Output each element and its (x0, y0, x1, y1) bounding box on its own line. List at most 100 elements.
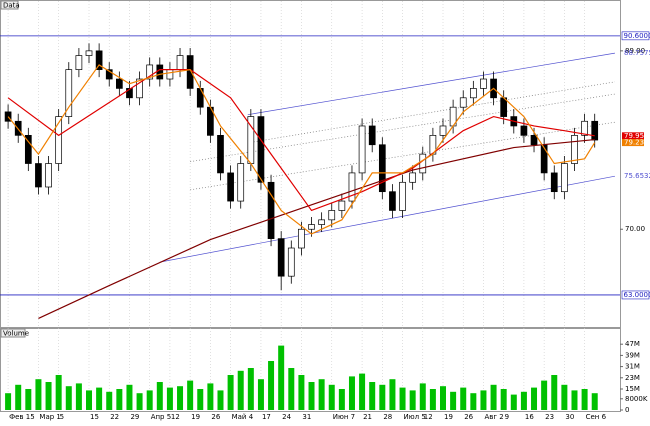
volume-bar (25, 389, 31, 410)
candle-body (329, 210, 335, 219)
candle-body (400, 182, 406, 210)
volume-bar (551, 375, 557, 410)
volume-bar (167, 388, 173, 410)
volume-bar (319, 379, 325, 410)
volume-bar (228, 375, 234, 410)
volume-bar (349, 376, 355, 410)
x-tick-label: 19 (444, 413, 453, 421)
volume-bar (379, 385, 385, 410)
candle-body (238, 164, 244, 202)
volume-bar (470, 393, 476, 410)
volume-bar (420, 383, 426, 410)
candle-body (571, 135, 577, 163)
volume-tick-label: 39M (625, 351, 640, 359)
candle-body (116, 79, 122, 88)
volume-bar (76, 383, 82, 410)
candle-body (440, 126, 446, 135)
x-tick-label: 15 (90, 413, 99, 421)
volume-bar (197, 389, 203, 410)
candle-body (561, 164, 567, 192)
volume-bar (46, 382, 52, 410)
volume-bar (369, 382, 375, 410)
volume-bar (561, 385, 567, 410)
x-tick-label: Мар 1 (39, 413, 60, 421)
volume-bar (430, 389, 436, 410)
x-tick-label: 23 (545, 413, 554, 421)
candle-body (298, 229, 304, 248)
volume-tick-label: 8000K (625, 395, 648, 403)
x-tick-label: Авг 2 (484, 413, 503, 421)
volume-bar (157, 382, 163, 410)
x-tick-label: 26 (211, 413, 220, 421)
volume-bar (177, 386, 183, 410)
volume-bar (268, 361, 274, 410)
volume-bar (116, 389, 122, 410)
volume-bar (339, 389, 345, 410)
volume-bar (258, 379, 264, 410)
x-tick-label: 9 (505, 413, 509, 421)
candle-body (35, 164, 41, 187)
x-tick-label: Май 4 (232, 413, 254, 421)
volume-bar (501, 389, 507, 410)
volume-bar (410, 390, 416, 410)
volume-bar (309, 382, 315, 410)
level-label: 90.6000 (624, 32, 650, 40)
x-tick-label: 12 (171, 413, 180, 421)
candle-body (460, 98, 466, 107)
candle-body (46, 164, 52, 187)
candle-body (86, 51, 92, 56)
volume-tick-label: 31M (625, 363, 640, 371)
x-tick-label: Сен 6 (586, 413, 607, 421)
candle-body (521, 126, 527, 135)
candle-body (309, 225, 315, 230)
candle-body (592, 121, 598, 140)
candle-body (167, 70, 173, 79)
volume-tick-label: 15M (625, 385, 640, 393)
volume-title: Volume (3, 330, 29, 338)
x-tick-label: 21 (363, 413, 372, 421)
volume-bar (217, 390, 223, 410)
level-label: 63.0000 (624, 291, 650, 299)
x-tick-label: 28 (383, 413, 392, 421)
candle-body (379, 145, 385, 192)
volume-bar (147, 390, 153, 410)
volume-bar (5, 393, 11, 410)
volume-bar (35, 379, 41, 410)
y-tick-label: 70.00 (625, 225, 645, 233)
candle-body (319, 220, 325, 225)
volume-bar (389, 379, 395, 410)
volume-bar (400, 388, 406, 410)
volume-bar (248, 368, 254, 410)
volume-bar (521, 392, 527, 410)
x-tick-label: 5 (60, 413, 64, 421)
volume-bar (450, 392, 456, 410)
volume-bar (66, 386, 72, 410)
candle-body (531, 135, 537, 144)
candle-body (157, 65, 163, 79)
volume-bar (288, 368, 294, 410)
x-tick-label: 22 (110, 413, 119, 421)
volume-bar (571, 390, 577, 410)
x-tick-label: 31 (302, 413, 311, 421)
x-tick-label: 30 (565, 413, 574, 421)
candle-body (177, 56, 183, 70)
panel-title: Data (3, 2, 20, 10)
volume-bar (440, 386, 446, 410)
volume-bar (592, 393, 598, 410)
x-tick-label: 26 (464, 413, 473, 421)
last-value-label: 79.23 (624, 139, 644, 147)
candle-body (551, 173, 557, 192)
x-tick-label: 19 (191, 413, 200, 421)
candle-body (410, 173, 416, 182)
candle-body (187, 56, 193, 89)
volume-bar (106, 392, 112, 410)
volume-bar (238, 371, 244, 410)
candle-body (288, 248, 294, 276)
volume-bar (86, 390, 92, 410)
volume-bar (480, 390, 486, 410)
x-tick-label: 12 (424, 413, 433, 421)
candle-body (420, 154, 426, 173)
candle-body (470, 88, 476, 97)
